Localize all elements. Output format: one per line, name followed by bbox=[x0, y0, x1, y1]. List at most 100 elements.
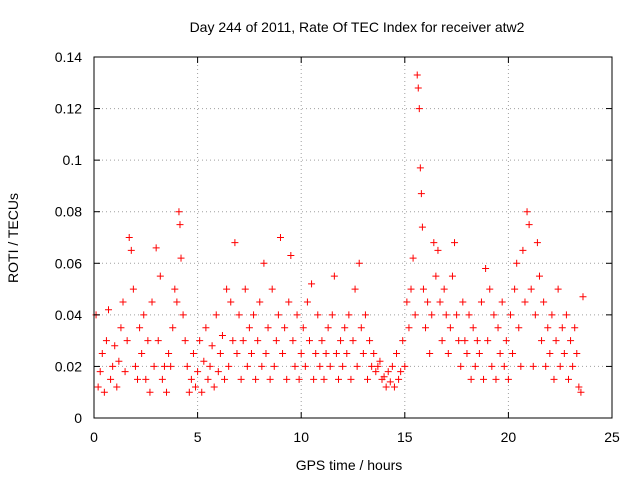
data-point bbox=[102, 337, 110, 345]
data-point bbox=[328, 311, 336, 319]
data-point bbox=[339, 362, 347, 370]
data-point bbox=[152, 244, 160, 252]
data-point bbox=[134, 375, 142, 383]
data-point bbox=[527, 285, 535, 293]
data-point bbox=[243, 362, 251, 370]
data-point bbox=[314, 311, 322, 319]
data-point bbox=[281, 324, 289, 332]
x-tick-label: 20 bbox=[501, 429, 517, 445]
data-point bbox=[117, 324, 125, 332]
data-point bbox=[550, 375, 558, 383]
data-point bbox=[463, 350, 471, 358]
data-point bbox=[457, 362, 465, 370]
data-point bbox=[310, 375, 318, 383]
data-point bbox=[413, 71, 421, 79]
data-point bbox=[254, 337, 262, 345]
data-point bbox=[131, 362, 139, 370]
data-point bbox=[448, 272, 456, 280]
data-point bbox=[359, 350, 367, 358]
data-point bbox=[210, 383, 218, 391]
data-point bbox=[169, 324, 177, 332]
data-point bbox=[380, 373, 388, 381]
data-point bbox=[484, 337, 492, 345]
data-point bbox=[316, 362, 324, 370]
data-point bbox=[500, 362, 508, 370]
data-point bbox=[436, 298, 444, 306]
y-tick-label: 0.08 bbox=[55, 204, 82, 220]
data-point bbox=[571, 324, 579, 332]
data-point bbox=[438, 337, 446, 345]
y-tick-label: 0.02 bbox=[55, 358, 82, 374]
data-point bbox=[428, 311, 436, 319]
data-point bbox=[544, 324, 552, 332]
data-point bbox=[176, 221, 184, 229]
data-point bbox=[467, 375, 475, 383]
data-point bbox=[409, 254, 417, 262]
data-point bbox=[183, 362, 191, 370]
data-point bbox=[535, 272, 543, 280]
data-point bbox=[158, 375, 166, 383]
data-point bbox=[459, 298, 467, 306]
data-point bbox=[538, 337, 546, 345]
data-point bbox=[247, 350, 255, 358]
data-point bbox=[320, 375, 328, 383]
data-point bbox=[345, 311, 353, 319]
data-point bbox=[422, 324, 430, 332]
chart-title: Day 244 of 2011, Rate Of TEC Index for r… bbox=[190, 19, 525, 35]
data-point bbox=[577, 388, 585, 396]
data-point bbox=[312, 350, 320, 358]
data-point bbox=[364, 375, 372, 383]
data-point bbox=[548, 311, 556, 319]
y-axis-ticks: 0 0.02 0.04 0.06 0.08 0.1 0.12 0.14 bbox=[55, 49, 612, 426]
data-point bbox=[419, 285, 427, 293]
data-point bbox=[322, 350, 330, 358]
data-point bbox=[291, 362, 299, 370]
data-point bbox=[299, 324, 307, 332]
x-tick-label: 25 bbox=[604, 429, 620, 445]
data-point bbox=[353, 362, 361, 370]
data-point bbox=[361, 311, 369, 319]
data-point bbox=[488, 362, 496, 370]
data-point bbox=[260, 259, 268, 267]
data-point bbox=[366, 337, 374, 345]
data-point bbox=[138, 350, 146, 358]
data-point bbox=[256, 298, 264, 306]
data-point bbox=[426, 350, 434, 358]
data-point bbox=[444, 350, 452, 358]
data-point bbox=[480, 375, 488, 383]
data-point bbox=[163, 388, 171, 396]
data-point bbox=[272, 337, 280, 345]
y-tick-label: 0.12 bbox=[55, 101, 82, 117]
x-tick-label: 15 bbox=[397, 429, 413, 445]
data-point bbox=[372, 368, 380, 376]
data-point bbox=[324, 324, 332, 332]
x-tick-label: 10 bbox=[293, 429, 309, 445]
data-point bbox=[465, 311, 473, 319]
data-point bbox=[198, 388, 206, 396]
data-point bbox=[558, 324, 566, 332]
data-point bbox=[494, 324, 502, 332]
data-point bbox=[264, 324, 272, 332]
data-point bbox=[455, 337, 463, 345]
data-point bbox=[287, 252, 295, 260]
data-point bbox=[388, 362, 396, 370]
data-point bbox=[115, 357, 123, 365]
data-point bbox=[533, 239, 541, 247]
data-point bbox=[403, 298, 411, 306]
y-tick-label: 0.1 bbox=[63, 152, 83, 168]
data-point bbox=[401, 362, 409, 370]
data-point bbox=[432, 272, 440, 280]
data-point bbox=[575, 383, 583, 391]
data-point bbox=[295, 375, 303, 383]
data-point bbox=[351, 285, 359, 293]
data-point bbox=[283, 375, 291, 383]
data-point bbox=[179, 311, 187, 319]
data-point bbox=[177, 254, 185, 262]
data-point bbox=[270, 362, 278, 370]
data-point bbox=[150, 362, 158, 370]
data-point bbox=[451, 239, 459, 247]
data-point bbox=[569, 362, 577, 370]
data-point bbox=[185, 388, 193, 396]
data-point bbox=[167, 362, 175, 370]
